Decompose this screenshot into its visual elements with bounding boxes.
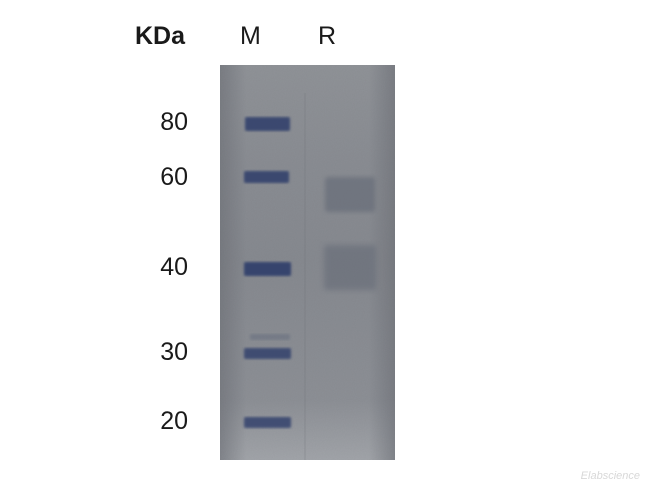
watermark-text: Elabscience <box>581 470 640 482</box>
marker-band <box>244 348 291 359</box>
sample-band <box>325 177 375 212</box>
y-axis-unit-label: KDa <box>135 22 185 51</box>
column-header-sample: R <box>318 22 336 51</box>
gel-image-area <box>220 65 395 460</box>
marker-band <box>244 262 291 276</box>
marker-band <box>244 171 289 183</box>
gel-bands-svg <box>220 65 395 460</box>
marker-label-80: 80 <box>128 108 188 137</box>
marker-band <box>245 117 290 131</box>
column-header-marker: M <box>240 22 261 51</box>
marker-label-20: 20 <box>128 407 188 436</box>
sample-band <box>324 245 376 290</box>
marker-label-30: 30 <box>128 338 188 367</box>
marker-label-60: 60 <box>128 163 188 192</box>
marker-label-40: 40 <box>128 253 188 282</box>
marker-band <box>250 334 290 340</box>
marker-band <box>244 417 291 428</box>
